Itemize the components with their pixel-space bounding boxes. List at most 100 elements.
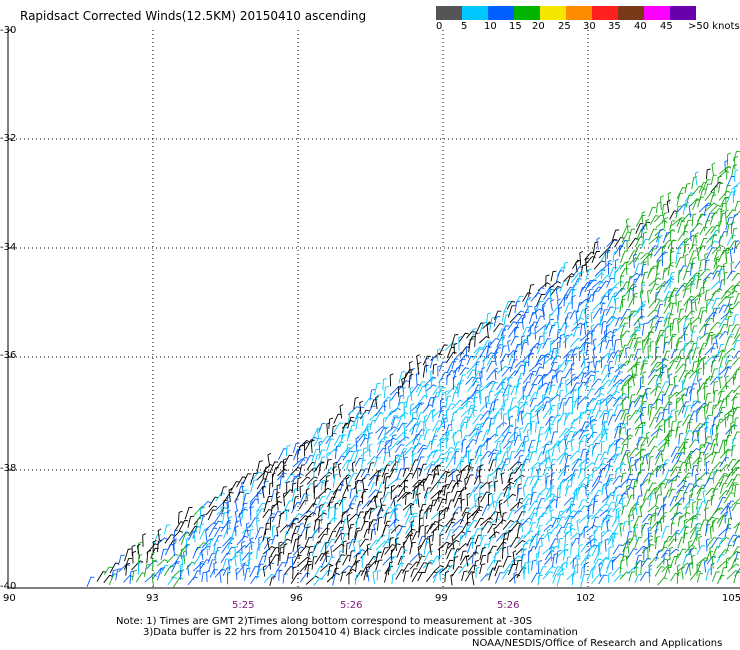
wind-barb bbox=[474, 517, 484, 529]
wind-barb bbox=[598, 409, 608, 419]
wind-barb bbox=[466, 396, 471, 408]
wind-barb bbox=[425, 383, 430, 399]
wind-barb bbox=[416, 555, 426, 567]
wind-barb bbox=[695, 498, 702, 510]
wind-barb bbox=[675, 409, 679, 422]
wind-barb bbox=[669, 355, 682, 364]
wind-barb bbox=[520, 410, 525, 426]
wind-barb bbox=[332, 473, 339, 488]
wind-barb bbox=[261, 485, 266, 499]
wind-barb bbox=[691, 554, 696, 569]
lon-label: 96 bbox=[290, 593, 303, 604]
wind-barb bbox=[614, 270, 619, 283]
wind-barb bbox=[636, 385, 645, 396]
wind-barb bbox=[726, 152, 732, 166]
wind-barb bbox=[513, 322, 523, 334]
wind-barb bbox=[696, 506, 701, 521]
wind-barb bbox=[473, 396, 478, 410]
wind-barb bbox=[460, 489, 465, 504]
wind-barb bbox=[415, 421, 424, 433]
wind-barb bbox=[664, 326, 670, 340]
wind-barb bbox=[612, 250, 618, 263]
wind-barb bbox=[534, 537, 544, 550]
wind-barb bbox=[646, 431, 650, 444]
wind-barb bbox=[391, 573, 397, 585]
wind-barb bbox=[717, 343, 725, 356]
wind-barb bbox=[521, 548, 528, 562]
wind-barb bbox=[697, 268, 711, 279]
wind-barb bbox=[433, 427, 441, 439]
wind-barb bbox=[689, 418, 694, 430]
wind-barb bbox=[390, 434, 397, 446]
wind-barb bbox=[719, 165, 732, 175]
wind-barb bbox=[704, 385, 709, 400]
wind-barb bbox=[167, 540, 177, 551]
wind-barb bbox=[531, 559, 537, 571]
wind-barb bbox=[409, 499, 419, 509]
wind-barb bbox=[312, 506, 320, 517]
wind-barb bbox=[458, 354, 469, 363]
wind-barb bbox=[395, 459, 402, 473]
wind-barb bbox=[635, 561, 640, 576]
wind-barb bbox=[649, 521, 661, 532]
wind-barb bbox=[673, 375, 678, 388]
wind-barb bbox=[340, 528, 345, 541]
wind-barb bbox=[520, 341, 528, 356]
wind-barb bbox=[276, 525, 281, 537]
wind-barb bbox=[467, 404, 474, 415]
wind-barb bbox=[647, 482, 657, 492]
wind-barb bbox=[345, 443, 352, 457]
wind-barb bbox=[571, 400, 577, 415]
lon-label: 105 bbox=[722, 593, 740, 604]
wind-barb bbox=[487, 523, 497, 534]
wind-barb bbox=[467, 504, 479, 513]
wind-barb bbox=[331, 425, 337, 437]
wind-barb bbox=[530, 467, 537, 478]
wind-barb bbox=[193, 506, 206, 516]
wind-barb bbox=[696, 529, 701, 541]
wind-barb bbox=[279, 475, 285, 489]
wind-barb bbox=[557, 306, 563, 321]
wind-barb bbox=[341, 426, 348, 440]
wind-barb bbox=[201, 538, 214, 549]
wind-barb bbox=[233, 520, 240, 531]
wind-barb bbox=[167, 576, 178, 585]
wind-barb bbox=[668, 373, 673, 386]
wind-barb bbox=[654, 300, 664, 310]
wind-barb bbox=[704, 183, 712, 196]
wind-barb bbox=[480, 450, 492, 462]
wind-barb bbox=[355, 406, 365, 420]
wind-barb bbox=[669, 275, 675, 289]
wind-barb bbox=[236, 476, 247, 488]
wind-barb bbox=[500, 325, 510, 337]
wind-barb bbox=[663, 217, 669, 229]
wind-barb bbox=[552, 566, 561, 578]
wind-barb bbox=[606, 519, 611, 532]
wind-barb bbox=[451, 448, 461, 460]
wind-barb bbox=[542, 302, 546, 317]
wind-barb bbox=[393, 518, 398, 532]
wind-barb bbox=[678, 511, 691, 521]
wind-barb bbox=[502, 378, 507, 390]
wind-barb bbox=[485, 395, 489, 408]
wind-barb bbox=[472, 405, 477, 418]
wind-barb bbox=[656, 229, 664, 243]
wind-barb bbox=[647, 403, 653, 416]
wind-barb bbox=[277, 448, 288, 461]
wind-barb bbox=[600, 420, 609, 434]
wind-barb bbox=[650, 428, 663, 437]
wind-barb bbox=[409, 403, 415, 416]
wind-barb bbox=[479, 464, 484, 476]
wind-barb bbox=[733, 521, 740, 529]
wind-barb bbox=[345, 476, 350, 492]
wind-barb bbox=[549, 313, 553, 325]
wind-barb bbox=[528, 522, 537, 535]
wind-barb bbox=[698, 342, 708, 355]
wind-barb bbox=[677, 349, 685, 360]
wind-speed-colorbar bbox=[436, 6, 696, 20]
wind-barb bbox=[180, 532, 189, 545]
wind-barb bbox=[543, 493, 556, 503]
wind-barb bbox=[661, 526, 670, 539]
wind-barb bbox=[719, 376, 723, 389]
wind-barb bbox=[489, 517, 501, 525]
